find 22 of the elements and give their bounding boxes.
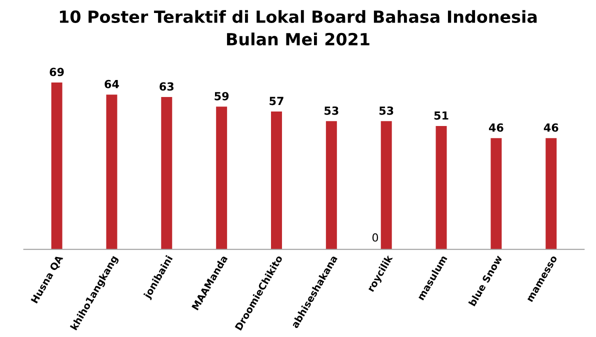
bar — [490, 138, 502, 250]
data-label: 64 — [104, 80, 119, 88]
data-label: 69 — [50, 68, 64, 76]
data-label: 53 — [324, 106, 338, 115]
data-label: 59 — [214, 92, 229, 100]
chart-title: 10 Poster Teraktif di Lokal Board Bahasa Indonesia Bulan Mei 2021 — [60, 10, 537, 46]
data-label: 57 — [270, 96, 284, 106]
data-label: 46 — [544, 123, 558, 132]
bar — [546, 138, 557, 250]
bar — [106, 94, 118, 250]
data-label: 53 — [379, 106, 394, 115]
data-label: 46 — [488, 123, 504, 132]
data-label: 51 — [434, 111, 448, 120]
data-label: 63 — [160, 82, 174, 91]
bar — [271, 112, 282, 250]
bar — [51, 82, 62, 250]
bar — [161, 96, 172, 250]
bar — [216, 106, 228, 250]
annotation: 0 — [372, 233, 378, 242]
bar — [326, 121, 337, 250]
bar — [436, 126, 447, 250]
bar — [380, 121, 392, 250]
